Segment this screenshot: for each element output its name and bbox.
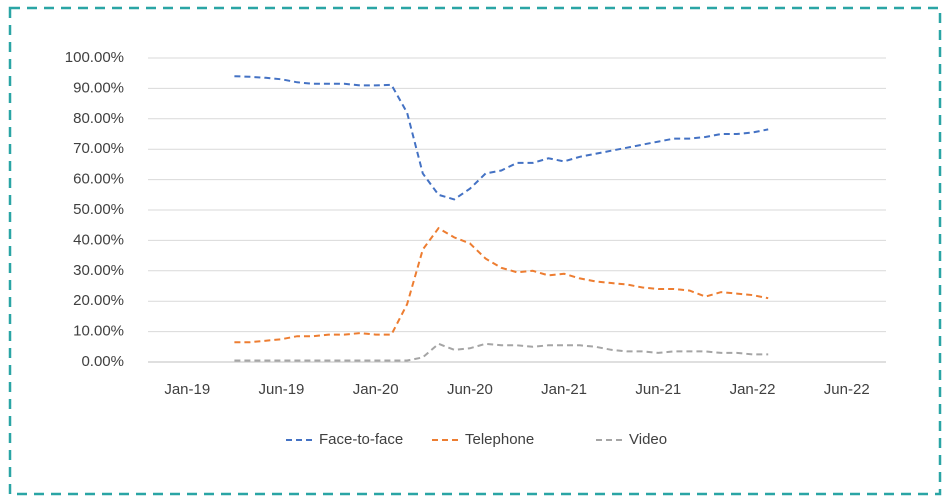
y-tick-label: 90.00% — [73, 79, 124, 96]
x-tick-label: Jun-19 — [259, 381, 305, 398]
y-tick-label: 40.00% — [73, 231, 124, 248]
y-tick-label: 100.00% — [65, 49, 124, 66]
y-tick-label: 20.00% — [73, 292, 124, 309]
y-tick-label: 70.00% — [73, 140, 124, 157]
x-tick-label: Jun-21 — [635, 381, 681, 398]
series-line — [234, 75, 769, 201]
series-line — [234, 226, 769, 344]
y-tick-label: 50.00% — [73, 201, 124, 218]
legend-label: Video — [629, 431, 667, 448]
x-tick-label: Jan-19 — [164, 381, 210, 398]
legend-label: Face-to-face — [319, 431, 403, 448]
y-tick-label: 80.00% — [73, 110, 124, 127]
y-tick-label: 0.00% — [81, 353, 124, 370]
legend-label: Telephone — [465, 431, 534, 448]
y-tick-label: 30.00% — [73, 262, 124, 279]
frame — [8, 6, 942, 496]
series-line — [234, 342, 769, 362]
x-tick-label: Jun-22 — [824, 381, 870, 398]
x-tick-label: Jan-21 — [541, 381, 587, 398]
y-tick-label: 60.00% — [73, 171, 124, 188]
x-tick-label: Jun-20 — [447, 381, 493, 398]
y-tick-label: 10.00% — [73, 323, 124, 340]
x-tick-label: Jan-22 — [730, 381, 776, 398]
x-tick-label: Jan-20 — [353, 381, 399, 398]
